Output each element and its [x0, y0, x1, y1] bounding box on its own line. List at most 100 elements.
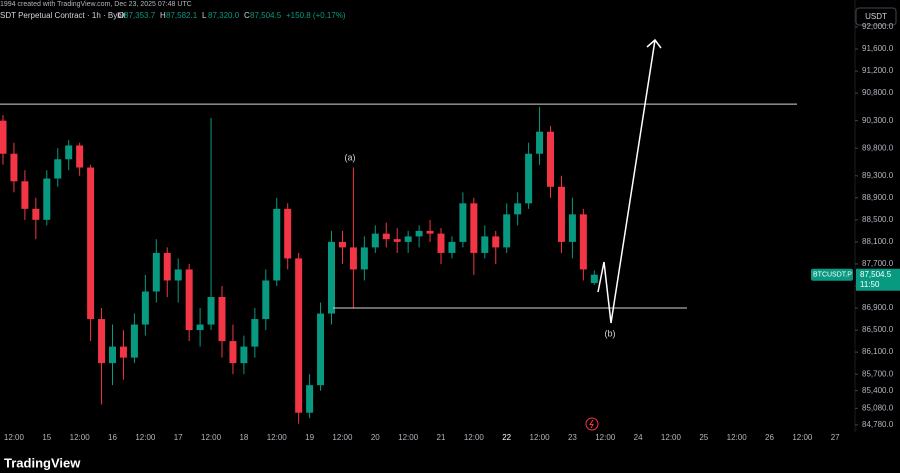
currency-button[interactable] [855, 7, 897, 26]
arrow-head [646, 38, 662, 49]
x-tick-label: 18 [239, 433, 248, 442]
candle-body [349, 247, 357, 270]
candle-body [43, 178, 51, 220]
candle-body [568, 214, 576, 242]
candle-body [196, 324, 204, 331]
y-tick-label: 88,900.0 [862, 193, 894, 202]
plot-area [0, 103, 797, 424]
candle-body [492, 236, 500, 248]
candle-body [525, 153, 533, 204]
candle-body [579, 214, 587, 270]
candle-body [76, 145, 84, 168]
x-tick-label: 25 [699, 433, 708, 442]
ohlc-value: 87,353.7 [124, 11, 156, 20]
ohlc-key: C [244, 11, 250, 20]
x-tick-label: 15 [42, 433, 51, 442]
ohlc-key: H [160, 11, 166, 20]
x-tick-label: 17 [174, 433, 183, 442]
candle-body [284, 208, 292, 259]
x-tick-label: 12:00 [530, 433, 551, 442]
y-tick-label: 86,900.0 [862, 303, 894, 312]
x-tick-label: 26 [765, 433, 774, 442]
y-tick-label: 85,700.0 [862, 369, 894, 378]
candle-body [459, 203, 467, 242]
candle-body [360, 247, 368, 270]
y-tick-label: 87,700.0 [862, 259, 894, 268]
ohlc-value: 87,582.1 [166, 11, 198, 20]
y-tick-label: 88,100.0 [862, 237, 894, 246]
candle-body [21, 181, 29, 209]
annotation: (a) [345, 152, 356, 162]
candle-body [481, 236, 489, 253]
candle-body [557, 186, 565, 242]
candle-body [448, 241, 456, 253]
candle-body [393, 239, 401, 242]
y-tick-label: 88,500.0 [862, 215, 894, 224]
candle-body [503, 214, 511, 248]
x-tick-label: 12:00 [332, 433, 353, 442]
candle-body [130, 324, 138, 358]
candle-body [54, 159, 62, 179]
candle-body [218, 297, 226, 342]
candle-body [65, 145, 73, 160]
y-tick-label: 91,600.0 [862, 44, 894, 53]
x-tick-label: 19 [305, 433, 314, 442]
candle-body [262, 280, 270, 320]
candle-body [152, 252, 160, 292]
candle-body [0, 120, 7, 154]
x-tick-label: 12:00 [792, 433, 813, 442]
x-tick-label: 24 [634, 433, 643, 442]
x-tick-label: 12:00 [595, 433, 616, 442]
candle-body [426, 230, 434, 234]
candle-body [98, 319, 106, 364]
y-tick-label: 85,080.0 [862, 403, 894, 412]
x-tick-label: 12:00 [70, 433, 91, 442]
x-tick-label: 12:00 [464, 433, 485, 442]
candle-body [404, 236, 412, 242]
price-tag [856, 268, 900, 291]
candle-body [163, 252, 171, 281]
y-tick-label: 85,400.0 [862, 386, 894, 395]
change: +150.8 (+0.17%) [286, 11, 346, 20]
x-tick-label: 12:00 [661, 433, 682, 442]
candle-body [590, 274, 598, 284]
y-tick-label: 91,200.0 [862, 66, 894, 75]
x-tick-label: 20 [371, 433, 380, 442]
candle-body [87, 167, 95, 320]
candle-body [338, 241, 346, 248]
annotation: (b) [605, 328, 616, 338]
candle-body [514, 203, 522, 215]
symbol: SDT Perpetual Contract · 1h · Bybit [0, 11, 126, 20]
y-tick-label: 90,800.0 [862, 88, 894, 97]
price-tag-text: 87,504.5 [860, 270, 892, 279]
ohlc-value: 87,504.5 [250, 11, 282, 20]
ohlc-value: 87,320.0 [208, 11, 240, 20]
candle-body [109, 346, 116, 364]
candle-body [119, 346, 127, 358]
symbol-tag [811, 268, 853, 281]
candle-body [415, 230, 423, 237]
x-tick-label: 12:00 [398, 433, 419, 442]
candle-body [207, 297, 215, 325]
candle-body [382, 233, 390, 240]
x-tick-label: 12:00 [201, 433, 222, 442]
currency-label: USDT [865, 12, 887, 21]
candle-body [10, 153, 18, 182]
projection-arrow [597, 39, 656, 324]
y-tick-label: 90,300.0 [862, 116, 894, 125]
x-tick-label: 23 [568, 433, 577, 442]
candle-body [295, 258, 303, 413]
logo: TradingView [4, 455, 81, 470]
countdown: 11:50 [860, 280, 880, 289]
candle-body [174, 269, 182, 281]
candle-body [273, 208, 281, 281]
candle-body [32, 208, 40, 220]
x-tick-label: 12:00 [267, 433, 288, 442]
candle-body [536, 131, 544, 154]
candle-body [141, 291, 149, 325]
event-icon[interactable] [585, 417, 599, 431]
y-tick-label: 84,780.0 [862, 420, 894, 429]
candle-body [547, 131, 554, 187]
